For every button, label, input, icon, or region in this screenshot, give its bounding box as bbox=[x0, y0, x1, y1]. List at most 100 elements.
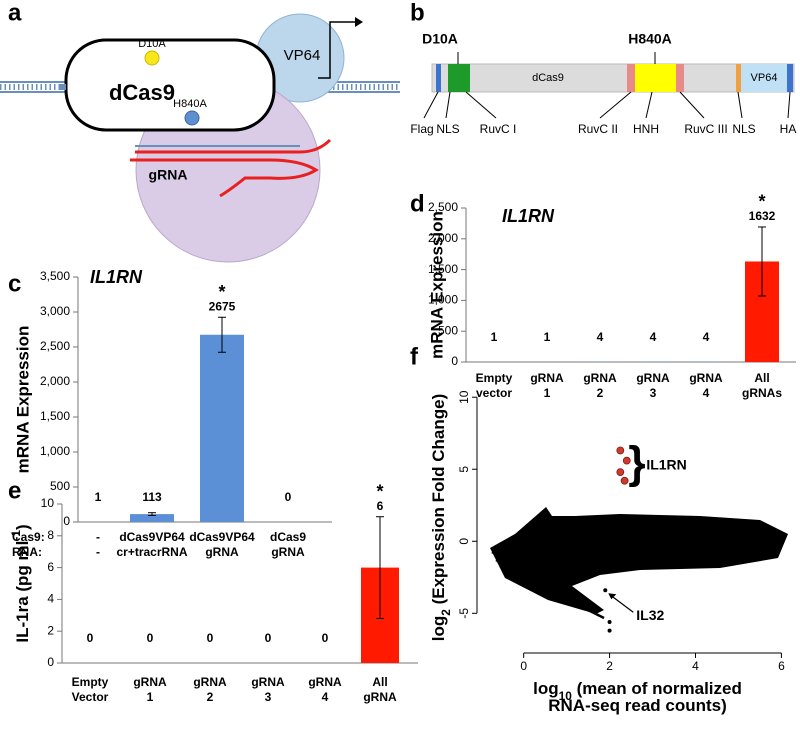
label-part: log bbox=[429, 616, 448, 642]
y-axis-label: log2 (Expression Fold Change) bbox=[429, 394, 453, 641]
point-cloud bbox=[490, 507, 788, 620]
bar bbox=[200, 334, 244, 522]
domain-label: RuvC II bbox=[578, 122, 618, 136]
x-tick-label: gRNA bbox=[530, 371, 564, 385]
diagram-a: D10A VP64 dCas9 H840A gRNA bbox=[0, 13, 400, 263]
y-tick-label: 1,500 bbox=[40, 409, 70, 423]
x-tick-label: gRNA bbox=[251, 675, 285, 689]
label-part: 2 bbox=[439, 609, 453, 616]
error-bar bbox=[148, 512, 156, 516]
label: H840A bbox=[628, 31, 672, 47]
x-tick-label: 2 bbox=[597, 386, 604, 400]
y-tick-label: 3,000 bbox=[40, 304, 70, 318]
x-tick-label: 2 bbox=[207, 690, 214, 704]
label-part: RNA-seq read counts) bbox=[548, 696, 727, 715]
x-tick-label: gRNA bbox=[363, 690, 397, 704]
domain-label: RuvC I bbox=[480, 122, 517, 136]
x-axis-label: log10 (mean of normalized bbox=[533, 679, 742, 703]
grna-strand bbox=[130, 138, 332, 198]
y-tick-label: -5 bbox=[457, 608, 471, 619]
row-label: Cas9: bbox=[12, 530, 45, 544]
x-tick-label: gRNA bbox=[636, 371, 670, 385]
label: D10A bbox=[422, 31, 458, 47]
chart-title: IL1RN bbox=[502, 206, 555, 226]
label: H840A bbox=[173, 98, 207, 110]
point bbox=[616, 446, 625, 455]
panel-label: c bbox=[8, 270, 21, 297]
value-label: 1632 bbox=[749, 209, 776, 223]
value-label: 113 bbox=[142, 490, 162, 504]
y-tick-label: 1,500 bbox=[428, 262, 458, 276]
panel-label: d bbox=[410, 190, 425, 217]
domain-label: NLS bbox=[436, 122, 459, 136]
label-part: ) bbox=[13, 524, 32, 530]
y-tick-label: 10 bbox=[41, 496, 55, 510]
x-tick-label: gRNA bbox=[193, 675, 227, 689]
error-bar bbox=[758, 226, 766, 297]
y-tick-label: 10 bbox=[457, 390, 471, 404]
y-tick-label: 0 bbox=[451, 354, 458, 368]
x-tick-label: dCas9 bbox=[270, 530, 306, 544]
point bbox=[620, 476, 629, 485]
panel-label: a bbox=[8, 0, 22, 26]
value-label: 1 bbox=[491, 330, 498, 344]
label-part: IL-1ra (pg ml bbox=[13, 541, 32, 643]
x-tick-label: Empty bbox=[72, 675, 109, 689]
domain-label: HNH bbox=[633, 122, 659, 136]
y-tick-label: 500 bbox=[50, 479, 70, 493]
label: VP64 bbox=[284, 47, 321, 64]
label: dCas9 bbox=[532, 72, 564, 84]
row-label: RNA: bbox=[12, 545, 42, 559]
y-tick-label: 4 bbox=[47, 592, 54, 606]
y-tick-label: 6 bbox=[47, 560, 54, 574]
y-tick-label: 2,000 bbox=[40, 374, 70, 388]
value-label: 0 bbox=[147, 631, 154, 645]
y-axis-label: mRNA Expression bbox=[427, 211, 446, 359]
label-part: (Expression Fold Change) bbox=[429, 394, 448, 609]
x-tick-label: - bbox=[96, 530, 100, 544]
x-tick-label: cr+tracrRNA bbox=[116, 545, 187, 559]
x-tick-label: gRNA bbox=[583, 371, 617, 385]
point bbox=[607, 628, 612, 633]
panel-label: b bbox=[410, 0, 425, 26]
value-label: 6 bbox=[377, 499, 384, 513]
y-tick-label: 1,000 bbox=[428, 293, 458, 307]
label-part: (mean of normalized bbox=[572, 679, 742, 698]
transcription-arrow bbox=[318, 21, 355, 79]
label-part: 10 bbox=[559, 689, 573, 703]
value-label: 4 bbox=[597, 330, 604, 344]
point bbox=[607, 619, 612, 624]
y-tick-label: 5 bbox=[457, 466, 471, 473]
domain-label: HA bbox=[780, 122, 797, 136]
panel-label: f bbox=[410, 343, 419, 370]
y-tick-label: 2,500 bbox=[40, 339, 70, 353]
x-tick-label: 1 bbox=[147, 690, 154, 704]
x-tick-label: gRNA bbox=[308, 675, 342, 689]
value-label: 4 bbox=[650, 330, 657, 344]
x-tick-label: - bbox=[96, 545, 100, 559]
value-label: 1 bbox=[95, 490, 102, 504]
x-tick-label: gRNAs bbox=[742, 386, 782, 400]
y-tick-label: 0 bbox=[47, 655, 54, 669]
value-label: 0 bbox=[322, 631, 329, 645]
y-tick-label: 1,000 bbox=[40, 444, 70, 458]
x-tick-label: 4 bbox=[703, 386, 710, 400]
value-label: 0 bbox=[285, 490, 292, 504]
bracket: } bbox=[628, 438, 645, 487]
x-tick-label: All bbox=[372, 675, 387, 689]
error-bar bbox=[376, 516, 384, 619]
y-tick-label: 2,500 bbox=[428, 200, 458, 214]
annotation: IL32 bbox=[636, 607, 664, 623]
y-tick-label: 2 bbox=[47, 623, 54, 637]
label-part: log bbox=[533, 679, 559, 698]
x-tick-label: 1 bbox=[544, 386, 551, 400]
x-tick-label: 3 bbox=[265, 690, 272, 704]
value-label: 0 bbox=[207, 631, 214, 645]
value-label: 0 bbox=[87, 631, 94, 645]
significance-marker: * bbox=[376, 481, 383, 501]
y-tick-label: 8 bbox=[47, 528, 54, 542]
x-tick-label: 2 bbox=[606, 659, 613, 673]
value-label: 0 bbox=[265, 631, 272, 645]
x-tick-label: Empty bbox=[476, 371, 513, 385]
value-label: 4 bbox=[703, 330, 710, 344]
